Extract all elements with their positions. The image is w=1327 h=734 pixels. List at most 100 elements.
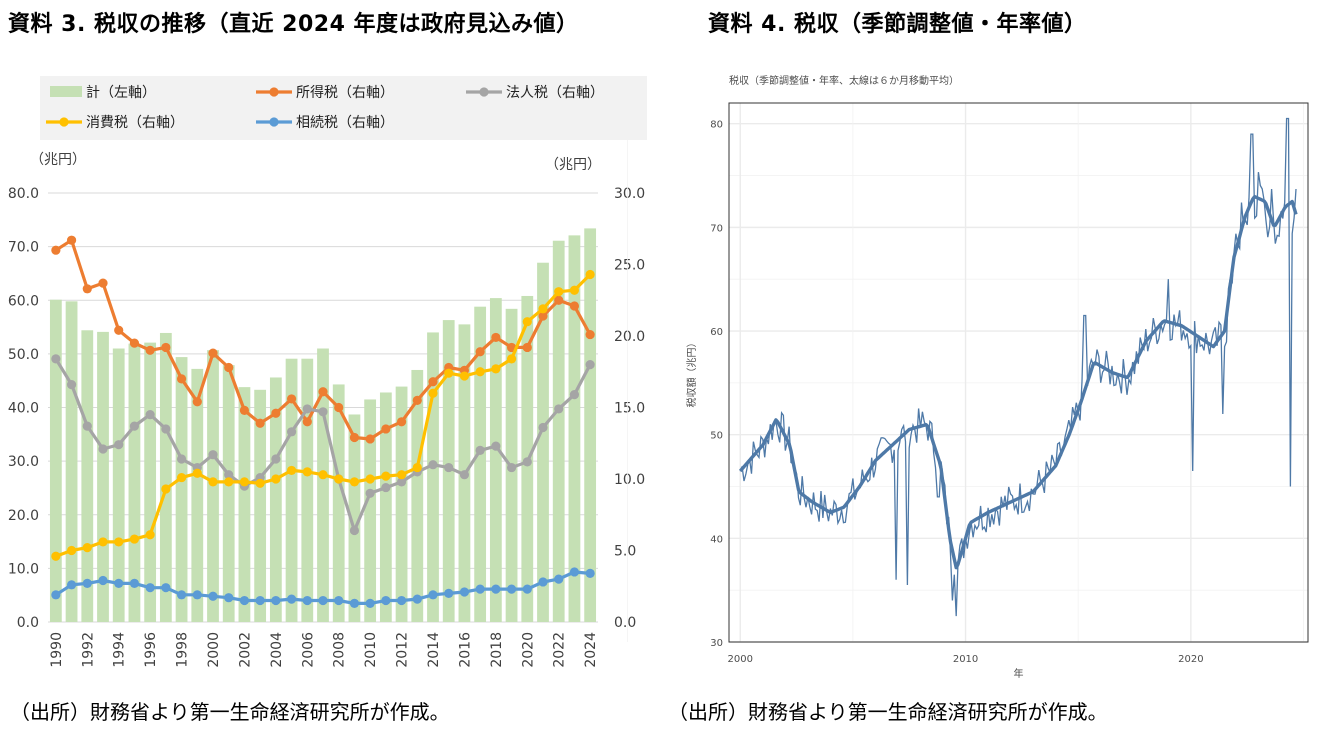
right-axis-label: （兆円） <box>545 157 601 173</box>
data-point <box>459 371 470 381</box>
data-point <box>585 269 595 280</box>
data-point <box>381 471 391 481</box>
bar-total <box>175 357 188 622</box>
data-point <box>428 460 438 470</box>
bar-total <box>379 392 392 622</box>
data-point <box>444 368 454 378</box>
bar-total <box>584 228 597 622</box>
bar-total <box>537 262 549 622</box>
data-point <box>459 587 470 597</box>
data-point <box>506 354 517 364</box>
data-point <box>114 537 124 547</box>
data-point <box>82 421 92 431</box>
data-point <box>208 450 218 460</box>
legend-swatch-marker <box>269 87 279 97</box>
data-point <box>334 474 344 484</box>
x-axis-tick-label: 2020 <box>520 632 536 668</box>
left-chart: 0.0 10.0 20.0 30.0 40.0 50.0 60.0 70.0 80.0 0.0 5.… <box>8 76 647 668</box>
data-point <box>554 287 564 297</box>
data-point <box>412 395 422 405</box>
right-axis-tick-label: 10.0 <box>614 472 645 488</box>
data-point <box>538 311 548 321</box>
data-point <box>365 474 375 484</box>
bar-total <box>238 387 251 622</box>
data-point <box>51 354 61 364</box>
x-axis-tick-label: 1996 <box>143 632 159 668</box>
y-axis-label: 税収額（兆円） <box>685 338 698 408</box>
data-point <box>522 317 532 327</box>
data-point <box>396 470 407 480</box>
left-figure-title: 資料 3. 税収の推移（直近 2024 年度は政府見込み値） <box>8 12 579 37</box>
y-axis-tick-label: 70 <box>710 223 723 234</box>
bar-total <box>81 330 94 622</box>
x-axis-tick-label: 2022 <box>552 632 568 668</box>
legend-label: 消費税（右軸） <box>86 115 184 131</box>
bar-total <box>128 343 141 622</box>
data-point <box>396 417 407 427</box>
data-point <box>82 578 92 588</box>
data-point <box>145 583 155 593</box>
legend-swatch-marker <box>479 87 489 97</box>
bar-total <box>489 298 502 622</box>
data-point <box>129 534 140 544</box>
x-axis-tick-label: 2012 <box>395 632 411 668</box>
data-point <box>271 408 281 418</box>
data-point <box>334 402 344 413</box>
data-point <box>161 342 171 353</box>
data-point <box>161 484 171 494</box>
data-point <box>349 525 360 536</box>
y-axis-tick-label: 80 <box>710 120 723 131</box>
data-point <box>428 377 438 387</box>
data-point <box>365 434 375 444</box>
bar-total <box>285 358 298 622</box>
bar-total <box>65 301 78 622</box>
data-point <box>114 325 124 335</box>
bar-total <box>144 342 157 622</box>
data-point <box>239 405 250 415</box>
data-point <box>554 574 564 584</box>
data-point <box>365 488 375 498</box>
data-point <box>569 301 580 311</box>
data-point <box>192 468 202 478</box>
bar-total <box>49 299 62 622</box>
bar-total <box>364 399 377 622</box>
right-figure-title: 資料 4. 税収（季節調整値・年率値） <box>708 12 1087 37</box>
data-point <box>129 338 140 348</box>
left-axis-label: （兆円） <box>30 152 86 168</box>
data-point <box>554 404 564 414</box>
data-point <box>98 537 108 547</box>
data-point <box>271 595 281 606</box>
data-point <box>491 332 501 343</box>
data-point <box>522 457 532 467</box>
data-point <box>208 477 218 487</box>
legend-label: 相続税（右軸） <box>296 114 394 131</box>
data-point <box>381 595 391 606</box>
data-point <box>239 595 250 606</box>
bar-total <box>97 331 109 622</box>
data-point <box>349 432 360 443</box>
data-point <box>208 348 218 358</box>
left-axis-tick-label: 0.0 <box>17 615 39 631</box>
x-axis-tick-label: 1994 <box>112 632 128 668</box>
data-point <box>302 404 312 414</box>
data-point <box>224 593 234 603</box>
x-axis-tick-label: 2004 <box>269 632 285 668</box>
x-axis-tick-label: 2014 <box>426 632 442 668</box>
data-point <box>349 477 360 487</box>
data-point <box>224 470 234 480</box>
data-point <box>224 362 234 373</box>
data-point <box>491 364 501 374</box>
bar-total <box>222 365 235 622</box>
data-point <box>475 584 485 594</box>
bar-total <box>427 332 439 622</box>
data-point <box>66 545 77 556</box>
data-point <box>129 578 140 588</box>
y-axis-tick-label: 30 <box>710 638 723 649</box>
x-axis-tick-label: 1990 <box>49 632 65 668</box>
data-point <box>66 235 77 245</box>
data-point <box>569 567 580 577</box>
data-point <box>334 595 344 606</box>
data-point <box>538 577 548 587</box>
data-point <box>506 584 517 594</box>
monthly-tax-revenue-line <box>739 117 1297 617</box>
